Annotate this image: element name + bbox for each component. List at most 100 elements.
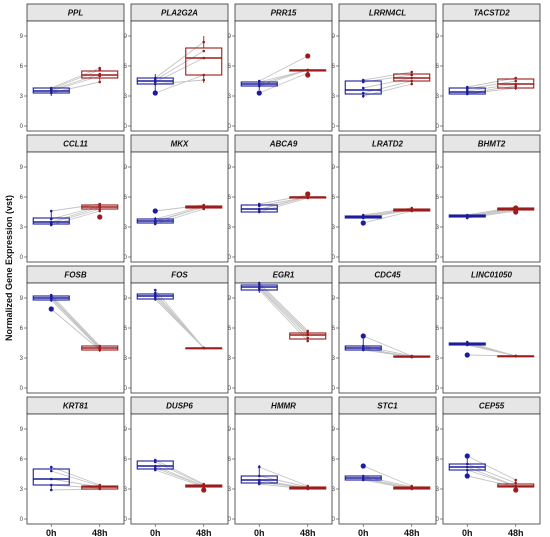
paired-line [363, 335, 412, 357]
y-tick-label: 0 [20, 255, 24, 261]
sample-point [49, 209, 53, 213]
y-tick-label: 6 [332, 64, 336, 70]
outlier-point [464, 473, 470, 479]
panel-frame [26, 282, 125, 394]
y-tick-label: 0 [20, 124, 24, 130]
y-tick-label: 3 [436, 487, 440, 493]
y-tick-label: 9 [436, 296, 440, 302]
panel-title: LRRN4CL [369, 9, 406, 18]
y-tick-label: 6 [124, 457, 128, 463]
outlier-point [464, 352, 470, 358]
outlier-point [305, 191, 311, 197]
paired-line [50, 296, 101, 348]
panel-title: PRR15 [271, 9, 297, 18]
panel-frame [130, 20, 229, 132]
sample-point [98, 204, 102, 208]
y-tick-label: 9 [20, 427, 24, 433]
y-tick-label: 0 [124, 386, 128, 392]
paired-line [363, 465, 412, 487]
sample-point [49, 465, 53, 469]
panel-pla2g2a: PLA2G2A 0 3 6 9 [124, 3, 229, 132]
sample-point [153, 297, 157, 301]
y-tick-label: 6 [228, 457, 232, 463]
sample-point [361, 78, 365, 82]
sample-point [98, 483, 102, 487]
panel-stc1: STC1 0 3 6 9 0h 48h [332, 396, 437, 537]
paired-line [50, 308, 101, 351]
y-tick-label: 3 [332, 356, 336, 362]
panel-lratd2: LRATD2 0 3 6 9 [332, 134, 437, 263]
y-tick-label: 3 [20, 225, 24, 231]
outlier-point [201, 487, 207, 493]
y-tick-label: 0 [436, 255, 440, 261]
sample-point [257, 285, 261, 289]
panel-prr15: PRR15 0 3 6 9 [228, 3, 333, 132]
sample-point [465, 91, 469, 95]
outlier-point [305, 53, 311, 59]
x-tick-label: 0h [46, 528, 57, 537]
sample-point [98, 209, 102, 213]
y-tick-label: 3 [332, 487, 336, 493]
sample-point [202, 40, 206, 44]
sample-point [257, 202, 261, 206]
panel-frame [234, 413, 333, 525]
outlier-point [464, 453, 470, 459]
y-tick-label: 9 [124, 34, 128, 40]
sample-point [465, 468, 469, 472]
sample-point [202, 49, 206, 53]
paired-line [259, 466, 308, 487]
sample-point [153, 82, 157, 86]
panel-cep55: CEP55 0 3 6 9 0h 48h [436, 396, 541, 537]
y-tick-label: 9 [332, 165, 336, 171]
y-tick-label: 9 [228, 34, 232, 40]
panel-lrrn4cl: LRRN4CL 0 3 6 9 [332, 3, 437, 132]
y-tick-label: 0 [436, 386, 440, 392]
sample-point [410, 76, 414, 80]
y-tick-label: 6 [332, 457, 336, 463]
panel-tacstd2: TACSTD2 0 3 6 9 [436, 3, 541, 132]
sample-point [49, 217, 53, 221]
sample-point [514, 354, 518, 358]
y-tick-label: 3 [20, 356, 24, 362]
panel-frame [234, 151, 333, 263]
y-tick-label: 6 [228, 326, 232, 332]
y-tick-label: 0 [124, 517, 128, 523]
y-tick-label: 3 [332, 225, 336, 231]
y-tick-label: 6 [332, 326, 336, 332]
sample-point [98, 74, 102, 78]
sample-point [410, 82, 414, 86]
sample-point [410, 79, 414, 83]
panel-fos: FOS 0 3 6 9 [124, 265, 229, 394]
sample-point [153, 222, 157, 226]
paired-line [467, 83, 516, 92]
sample-point [257, 465, 261, 469]
paired-line [50, 294, 101, 347]
panel-frame [26, 20, 125, 132]
sample-point [153, 80, 157, 84]
x-tick-label: 0h [150, 528, 161, 537]
paired-line [258, 282, 309, 332]
paired-line [258, 284, 309, 334]
panel-title: PLA2G2A [161, 9, 198, 18]
paired-line [259, 475, 308, 488]
panel-egr1: EGR1 0 3 6 9 [228, 265, 333, 394]
panel-frame [442, 413, 541, 525]
outlier-point [152, 90, 158, 96]
y-tick-label: 6 [20, 195, 24, 201]
y-tick-label: 9 [332, 34, 336, 40]
paired-line [467, 87, 516, 95]
paired-line [467, 455, 516, 481]
sample-point [465, 87, 469, 91]
sample-point [257, 480, 261, 484]
paired-line [363, 77, 412, 89]
paired-line [155, 459, 204, 485]
sample-point [257, 482, 261, 486]
sample-point [98, 66, 102, 70]
sample-point [257, 281, 261, 285]
y-tick-label: 6 [124, 64, 128, 70]
paired-line [155, 50, 204, 81]
panel-frame [338, 413, 437, 525]
sample-point [49, 477, 53, 481]
paired-line [258, 287, 309, 339]
